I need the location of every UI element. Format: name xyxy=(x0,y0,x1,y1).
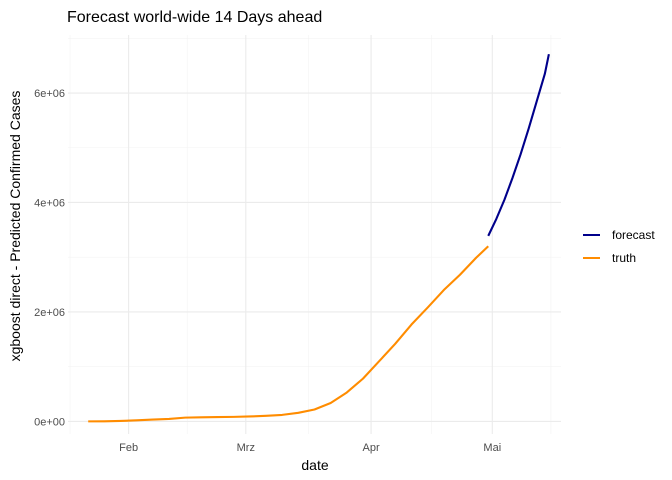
legend: forecast truth xyxy=(583,228,655,265)
y-tick-label-3: 6e+06 xyxy=(34,88,65,100)
plot-grid xyxy=(68,35,561,434)
x-axis-title: date xyxy=(301,457,328,473)
y-axis-ticks: 0e+00 2e+06 4e+06 6e+06 xyxy=(34,88,65,428)
y-tick-label-1: 2e+06 xyxy=(34,307,65,319)
series-line-truth xyxy=(88,245,489,423)
x-tick-label-2: Apr xyxy=(363,442,380,454)
x-axis-ticks: Feb Mrz Apr Mai xyxy=(119,442,501,454)
x-tick-label-3: Mai xyxy=(483,442,501,454)
x-tick-label-1: Mrz xyxy=(237,442,255,454)
legend-label-forecast: forecast xyxy=(612,228,655,242)
series-layer xyxy=(88,53,550,423)
x-tick-label-0: Feb xyxy=(119,442,138,454)
y-axis-title: xgboost direct - Predicted Confirmed Cas… xyxy=(7,91,23,362)
y-tick-label-2: 4e+06 xyxy=(34,197,65,209)
legend-label-truth: truth xyxy=(612,251,636,265)
legend-item-forecast: forecast xyxy=(583,228,655,242)
legend-item-truth: truth xyxy=(583,251,636,265)
chart-title: Forecast world-wide 14 Days ahead xyxy=(67,9,322,26)
y-tick-label-0: 0e+00 xyxy=(34,416,65,428)
series-line-forecast xyxy=(487,53,550,237)
